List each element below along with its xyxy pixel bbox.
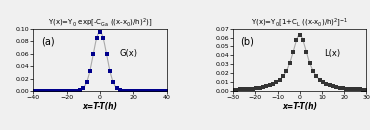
Point (124, 90, 130, 92)
Point (267, 84, 273, 86)
Point (280, 75, 286, 77)
Point (307, 62, 313, 64)
Point (300, 39, 306, 41)
Point (320, 81, 326, 83)
Title: Y(x)=Y$_0$ exp[-C$_{\mathsf{Ga}}$ ((x-x$_0$)/h)$^2$)]: Y(x)=Y$_0$ exp[-C$_{\mathsf{Ga}}$ ((x-x$… (48, 16, 152, 29)
Point (64, 90, 70, 92)
Point (353, 88, 359, 90)
Point (50, 90, 56, 92)
Point (110, 81, 116, 83)
Point (74, 90, 80, 92)
Point (47, 90, 53, 92)
Point (283, 70, 289, 72)
Point (303, 51, 309, 53)
Text: (b): (b) (240, 36, 254, 46)
Point (323, 83, 329, 85)
Point (277, 79, 283, 81)
Point (127, 90, 133, 92)
Point (104, 53, 110, 55)
Point (293, 39, 299, 41)
Point (60, 90, 66, 92)
Point (273, 81, 279, 83)
Point (337, 87, 343, 89)
Point (97, 31, 103, 33)
Point (233, 89, 239, 91)
Point (70, 90, 76, 92)
Point (90, 53, 96, 55)
Point (357, 88, 363, 90)
Point (237, 88, 243, 90)
Point (270, 83, 276, 85)
Point (327, 84, 333, 86)
Point (134, 90, 139, 92)
Point (297, 34, 303, 36)
Point (140, 90, 146, 92)
Point (54, 90, 60, 92)
Point (107, 70, 113, 72)
Text: L(x): L(x) (324, 49, 340, 58)
Point (340, 87, 346, 89)
Point (317, 79, 323, 81)
Point (160, 90, 166, 92)
Point (230, 89, 236, 91)
Point (67, 90, 73, 92)
Point (34, 90, 40, 92)
Point (44, 90, 50, 92)
Point (87, 70, 93, 72)
Text: G(x): G(x) (120, 49, 138, 58)
Point (287, 62, 293, 64)
Point (130, 90, 136, 92)
Point (333, 86, 339, 88)
Point (120, 90, 126, 92)
Point (40, 90, 46, 92)
Point (94, 37, 100, 39)
Point (347, 88, 353, 90)
Point (243, 88, 249, 90)
Point (77, 89, 83, 91)
Point (260, 86, 266, 88)
Point (137, 90, 143, 92)
Point (330, 85, 336, 87)
Point (247, 88, 253, 90)
Point (30, 90, 36, 92)
Text: (a): (a) (41, 36, 55, 46)
Point (350, 88, 356, 90)
Point (290, 51, 296, 53)
Point (253, 87, 259, 89)
Point (313, 75, 319, 77)
Point (263, 85, 269, 87)
Point (147, 90, 153, 92)
Point (164, 90, 169, 92)
Point (84, 81, 90, 83)
Point (37, 90, 43, 92)
Point (363, 89, 369, 91)
Point (257, 87, 263, 89)
Point (250, 87, 256, 90)
Point (114, 87, 120, 89)
Title: Y(x)=Y$_0$[1+C$_{\mathsf{L}}$ ((x-x$_0$)/h)$^2$]$^{-1}$: Y(x)=Y$_0$[1+C$_{\mathsf{L}}$ ((x-x$_0$)… (251, 16, 349, 29)
Point (80, 87, 86, 89)
Point (360, 89, 366, 91)
Point (150, 90, 156, 92)
Point (144, 90, 149, 92)
Point (240, 88, 246, 90)
Point (310, 70, 316, 72)
Point (343, 87, 349, 90)
Point (57, 90, 63, 92)
Point (157, 90, 163, 92)
X-axis label: x=T-T(h): x=T-T(h) (282, 102, 317, 110)
Point (154, 90, 159, 92)
Point (100, 37, 106, 39)
Point (117, 89, 123, 91)
X-axis label: x=T-T(h): x=T-T(h) (83, 102, 117, 110)
